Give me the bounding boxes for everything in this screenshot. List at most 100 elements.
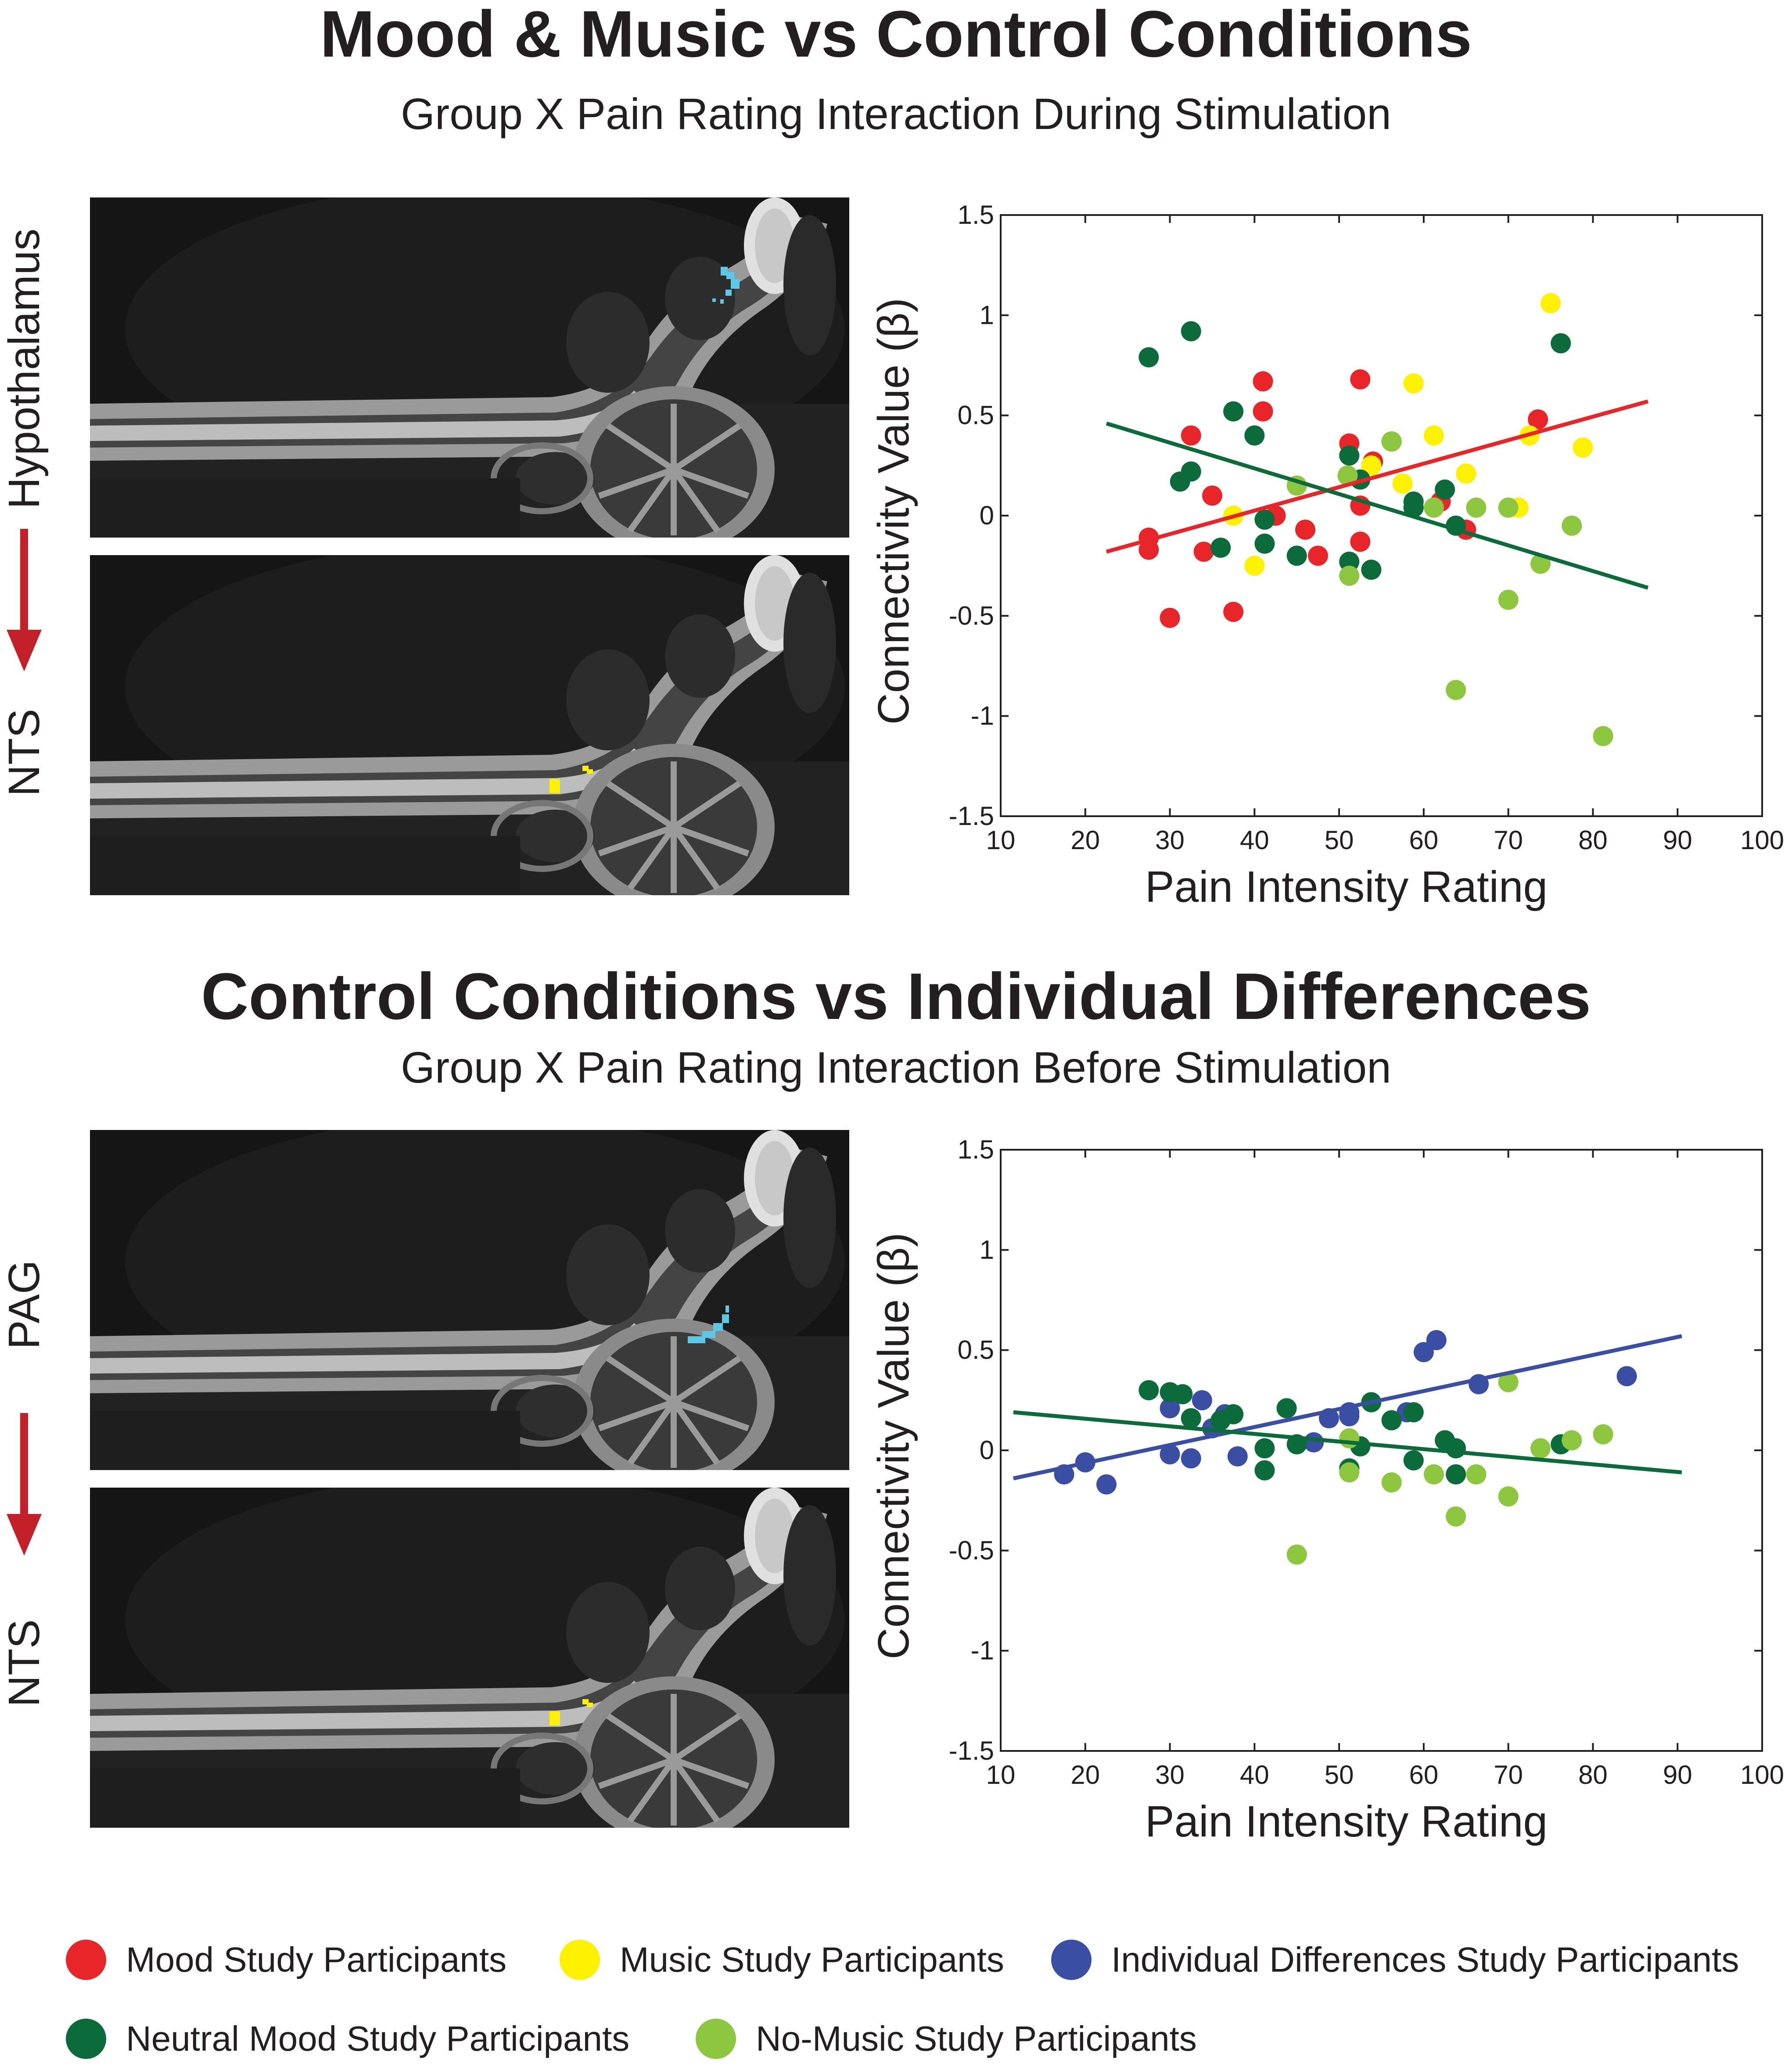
top-chart-point-no-music-study-participants <box>1424 497 1444 518</box>
bottom-chart-x-tick-label: 60 <box>1409 1760 1439 1790</box>
top-chart-x-tick-label: 10 <box>986 825 1016 855</box>
top-chart-point-no-music-study-participants <box>1498 497 1519 518</box>
top-chart-point-no-music-study-participants <box>1446 680 1466 700</box>
bottom-chart-point-individual-differences-study-participants <box>1160 1398 1180 1419</box>
top-chart-point-no-music-study-participants <box>1498 589 1519 610</box>
bottom-chart-point-no-music-study-participants <box>1424 1464 1444 1485</box>
scatter-chart-top: 10 20 30 40 50 60 70 80 90 100 -1.5 -1 -0.5 0 0.5 1 1.5 P… <box>869 200 1784 911</box>
bottom-chart-point-individual-differences-study-participants <box>1426 1330 1447 1350</box>
bottom-chart-point-individual-differences-study-participants <box>1096 1474 1117 1495</box>
bottom-chart-point-no-music-study-participants <box>1381 1472 1402 1493</box>
top-chart-x-tick-label: 70 <box>1494 825 1523 855</box>
top-chart-point-neutral-mood-study-participants <box>1244 425 1265 446</box>
arrow-down-icon <box>7 1413 42 1556</box>
bottom-chart-plot-frame <box>1000 1149 1763 1752</box>
bottom-chart-point-no-music-study-participants <box>1466 1464 1487 1485</box>
top-chart-point-neutral-mood-study-participants <box>1339 552 1360 572</box>
bottom-chart-y-tick-label: -1.5 <box>949 1736 994 1765</box>
top-chart-point-mood-study-participants <box>1253 371 1273 392</box>
bottom-chart-point-no-music-study-participants <box>1286 1544 1307 1565</box>
legend-label-music: Music Study Participants <box>620 1940 1004 1979</box>
top-chart-point-music-study-participants <box>1403 373 1424 394</box>
top-chart-x-tick-label: 100 <box>1740 825 1784 855</box>
top-chart-point-mood-study-participants <box>1202 485 1222 506</box>
top-chart-point-no-music-study-participants <box>1562 515 1582 536</box>
bottom-chart-point-neutral-mood-study-participants <box>1138 1380 1159 1400</box>
top-chart-point-neutral-mood-study-participants <box>1403 491 1424 512</box>
top-chart-y-tick-label: 0.5 <box>958 401 994 430</box>
bottom-chart-y-axis-label: Connectivity Value (β) <box>869 1233 918 1660</box>
bottom-chart-point-no-music-study-participants <box>1498 1486 1519 1507</box>
top-chart-point-mood-study-participants <box>1528 409 1548 430</box>
legend-dot-mood <box>66 1940 106 1980</box>
legend-label-nomusic: No-Music Study Participants <box>756 2019 1197 2058</box>
top-chart-point-neutral-mood-study-participants <box>1339 445 1360 466</box>
label-nts-top: NTS <box>0 709 49 796</box>
bottom-chart-x-tick-label: 10 <box>986 1760 1016 1790</box>
top-chart-point-neutral-mood-study-participants <box>1254 509 1275 530</box>
cyan-activation <box>712 267 740 304</box>
top-chart-fit-line <box>1106 421 1649 590</box>
bottom-chart-point-individual-differences-study-participants <box>1616 1366 1637 1387</box>
top-chart-x-tick-label: 30 <box>1155 825 1185 855</box>
top-chart-x-axis-label: Pain Intensity Rating <box>1145 862 1548 911</box>
bottom-chart-point-neutral-mood-study-participants <box>1381 1410 1402 1431</box>
top-chart-point-mood-study-participants <box>1350 369 1371 390</box>
top-chart-x-tick-label: 20 <box>1070 825 1100 855</box>
bottom-chart-point-neutral-mood-study-participants <box>1446 1438 1466 1459</box>
legend-item-mood: Mood Study Participants <box>66 1940 506 1980</box>
top-chart-plot-frame <box>1000 214 1763 817</box>
top-chart-x-tick-label: 60 <box>1409 825 1439 855</box>
bottom-title: Control Conditions vs Individual Differe… <box>201 959 1591 1033</box>
top-chart-point-music-study-participants <box>1456 463 1476 484</box>
bottom-chart-point-no-music-study-participants <box>1498 1372 1519 1392</box>
top-chart-point-neutral-mood-study-participants <box>1551 333 1571 354</box>
bottom-chart-x-tick-label: 50 <box>1325 1760 1354 1790</box>
top-chart-point-neutral-mood-study-participants <box>1254 533 1275 554</box>
bottom-chart-point-neutral-mood-study-participants <box>1403 1450 1424 1471</box>
bottom-chart-y-tick-label: 1.5 <box>958 1135 994 1164</box>
top-chart-point-no-music-study-participants <box>1339 566 1360 586</box>
top-chart-y-tick-label: 0 <box>980 501 994 530</box>
legend-label-individual: Individual Differences Study Participant… <box>1111 1940 1739 1979</box>
top-chart-point-neutral-mood-study-participants <box>1181 461 1201 482</box>
top-chart-x-tick-label: 50 <box>1325 825 1354 855</box>
top-chart-point-music-study-participants <box>1573 437 1593 458</box>
bottom-chart-point-individual-differences-study-participants <box>1181 1448 1201 1469</box>
bottom-chart-point-no-music-study-participants <box>1562 1430 1582 1451</box>
top-title: Mood & Music vs Control Conditions <box>320 0 1472 71</box>
legend-item-music: Music Study Participants <box>560 1940 1004 1980</box>
top-chart-point-neutral-mood-study-participants <box>1361 560 1382 580</box>
top-subtitle: Group X Pain Rating Interaction During S… <box>401 90 1391 139</box>
brain-panel-nts-top <box>90 555 849 895</box>
top-chart-fit-line <box>1106 399 1648 554</box>
bottom-chart-x-tick-label: 70 <box>1494 1760 1523 1790</box>
bottom-chart-y-tick-label: 0 <box>980 1435 994 1465</box>
bottom-chart-point-neutral-mood-study-participants <box>1181 1408 1201 1428</box>
top-chart-y-tick-label: 1.5 <box>958 200 994 230</box>
bottom-subtitle: Group X Pain Rating Interaction Before S… <box>401 1043 1391 1092</box>
top-chart-point-mood-study-participants <box>1160 607 1180 628</box>
top-chart-point-mood-study-participants <box>1253 401 1273 422</box>
bottom-chart-point-neutral-mood-study-participants <box>1276 1398 1297 1419</box>
brain-panel-hypothalamus <box>90 197 849 538</box>
bottom-chart-x-tick-label: 80 <box>1578 1760 1608 1790</box>
top-chart-point-no-music-study-participants <box>1466 497 1487 518</box>
yellow-activation <box>549 766 593 793</box>
bottom-chart-x-tick-label: 30 <box>1155 1760 1185 1790</box>
bottom-chart-y-tick-label: -1 <box>971 1636 994 1665</box>
top-chart-point-no-music-study-participants <box>1381 431 1402 452</box>
arrow-down-icon <box>7 529 42 671</box>
bottom-chart-fit-line <box>1013 1334 1682 1481</box>
bottom-chart-x-tick-label: 20 <box>1070 1760 1100 1790</box>
top-chart-point-music-study-participants <box>1392 473 1413 494</box>
legend-dot-individual <box>1051 1940 1092 1980</box>
top-chart-point-mood-study-participants <box>1307 545 1328 566</box>
legend-label-mood: Mood Study Participants <box>126 1940 507 1979</box>
legend-item-neutral: Neutral Mood Study Participants <box>66 2019 629 2059</box>
bottom-chart-point-neutral-mood-study-participants <box>1254 1438 1275 1459</box>
top-chart-point-mood-study-participants <box>1223 602 1244 622</box>
bottom-chart-y-tick-label: -0.5 <box>949 1535 994 1565</box>
top-chart-point-music-study-participants <box>1244 556 1265 576</box>
brain-panel-pag <box>90 1130 849 1470</box>
